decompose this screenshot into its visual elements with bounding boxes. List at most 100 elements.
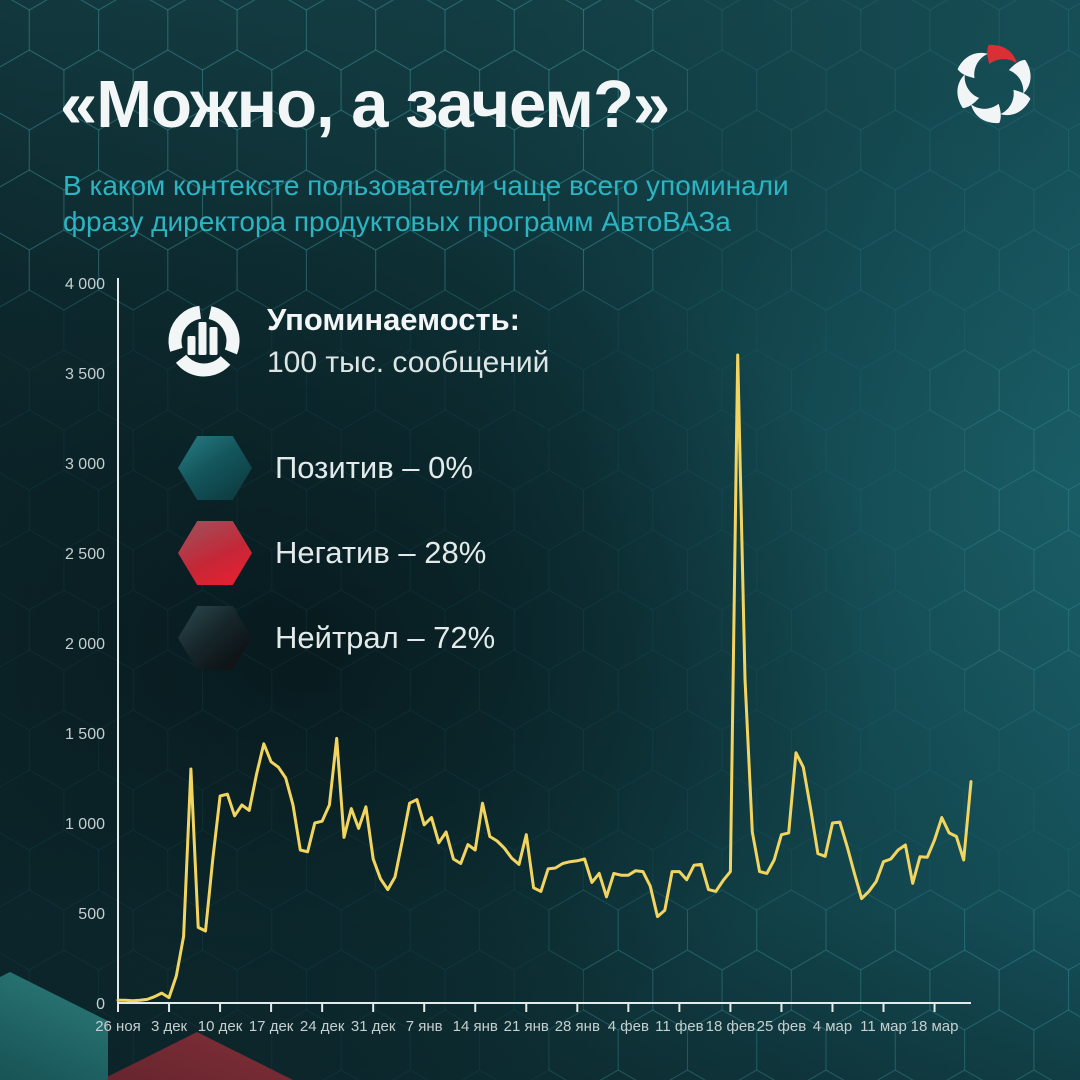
hexagon-outline <box>375 0 446 71</box>
hexagon-outline <box>894 49 966 131</box>
hexagon-outline <box>375 229 446 311</box>
hexagon-outline <box>1033 529 1080 611</box>
hexagon-outline <box>998 589 1070 671</box>
hexagon-outline <box>652 229 723 311</box>
hexagon-outline <box>63 169 134 251</box>
hexagon-outline <box>964 529 1035 611</box>
hexagon-outline <box>1033 49 1080 131</box>
hexagon-outline <box>236 229 307 311</box>
hexagon-outline <box>1067 962 1080 1018</box>
hexagon-outline <box>894 1009 966 1080</box>
hexagon-outline <box>617 889 689 971</box>
hexagon-outline <box>1033 1009 1080 1080</box>
hexagon-outline <box>998 229 1070 311</box>
logo-petal-white <box>1008 59 1031 94</box>
mentions-text: Упоминаемость: 100 тыс. сообщений <box>267 299 549 380</box>
hexagon-outline <box>236 0 307 71</box>
hexagon-outline <box>964 169 1035 251</box>
hexagon-outline <box>340 49 411 131</box>
legend-label-negative: Негатив – 28% <box>275 535 487 570</box>
hexagon-outline <box>998 949 1070 1031</box>
x-tick-label: 14 янв <box>453 1018 498 1035</box>
hexagon-outline <box>929 349 1000 431</box>
hexagon-outline <box>409 169 481 251</box>
hexagon-outline <box>582 109 654 191</box>
hexagon-outline <box>929 229 1000 311</box>
hexagon-outline <box>132 169 204 251</box>
hexagon-outline <box>548 49 619 131</box>
x-tick-label: 26 ноя <box>95 1018 141 1035</box>
hexagon-outline <box>167 229 238 311</box>
hexagon-outline <box>271 169 342 251</box>
hexagon-outline <box>1033 649 1080 731</box>
subtitle-line-1: В каком контексте пользователи чаще всег… <box>63 170 789 201</box>
legend-item-negative: Негатив – 28% <box>178 521 495 585</box>
hexagon-outline <box>271 49 342 131</box>
hexagon-outline <box>1067 122 1080 178</box>
hexagon-outline <box>617 1009 689 1080</box>
hexagon-outline <box>686 1009 758 1080</box>
y-tick-label: 500 <box>78 906 105 923</box>
hexagon-outline <box>652 109 723 191</box>
hexagon-outline <box>582 949 654 1031</box>
hexagon-outline <box>305 109 377 191</box>
x-tick-label: 11 мар <box>860 1018 907 1035</box>
hexagon-outline <box>964 889 1035 971</box>
hexagon-outline <box>548 169 619 251</box>
legend-label-positive: Позитив – 0% <box>275 450 473 485</box>
hexagon-outline <box>98 0 169 71</box>
hexagon-outline <box>1067 482 1080 538</box>
hexagon-outline <box>929 469 1000 551</box>
hexagon-outline <box>409 49 481 131</box>
hexagon-outline <box>790 0 862 71</box>
y-tick-label: 0 <box>96 996 105 1013</box>
hexagon-outline <box>860 949 931 1031</box>
x-tick-label: 18 фев <box>706 1018 756 1035</box>
hexagon-outline <box>1067 242 1080 298</box>
x-tick-label: 3 дек <box>151 1018 188 1035</box>
hexagon-outline <box>1067 602 1080 658</box>
donut-bar-chart-icon <box>168 305 240 377</box>
hexagon-outline <box>807 1069 845 1080</box>
hexagon-outline <box>582 229 654 311</box>
hexagon-outline <box>652 0 723 71</box>
hexagon-outline <box>513 109 585 191</box>
hexagon-outline <box>305 0 377 71</box>
hexagon-outline <box>929 109 1000 191</box>
hexagon-outline <box>444 229 515 311</box>
hexagon-bullet-neutral <box>178 606 252 670</box>
hexagon-outline <box>964 409 1035 491</box>
hexagon-outline <box>513 0 585 71</box>
hexagon-outline <box>964 1009 1035 1080</box>
hexagon-outline <box>617 49 689 131</box>
hexagon-outline <box>669 1069 706 1080</box>
hexagon-outline <box>876 1069 914 1080</box>
page-title: «Можно, а зачем?» <box>60 67 670 142</box>
swirl-petals-logo <box>957 44 1031 124</box>
x-tick-label: 31 дек <box>351 1018 396 1035</box>
hexagon-outline <box>98 229 169 311</box>
hexagon-outline <box>236 109 307 191</box>
hexagon-outline <box>1015 1069 1053 1080</box>
hexagon-outline <box>998 349 1070 431</box>
hexagon-outline <box>201 49 273 131</box>
hexagon-outline <box>686 49 758 131</box>
y-tick-label: 2 500 <box>65 546 105 563</box>
hexagon-outline <box>825 1009 896 1080</box>
logo-petal-white <box>957 74 980 109</box>
hexagon-outline <box>721 229 792 311</box>
subtitle-line-2: фразу директора продуктовых программ Авт… <box>63 206 731 237</box>
hexagon-outline <box>686 169 758 251</box>
hexagon-outline <box>63 49 134 131</box>
y-tick-label: 2 000 <box>65 636 105 653</box>
hexagon-outline <box>617 169 689 251</box>
hexagon-outline <box>652 949 723 1031</box>
x-tick-label: 21 янв <box>504 1018 549 1035</box>
x-tick-label: 4 мар <box>813 1018 853 1035</box>
hexagon-bullet-positive <box>178 436 252 500</box>
hexagon-outline <box>375 109 446 191</box>
hexagon-outline <box>738 1069 776 1080</box>
